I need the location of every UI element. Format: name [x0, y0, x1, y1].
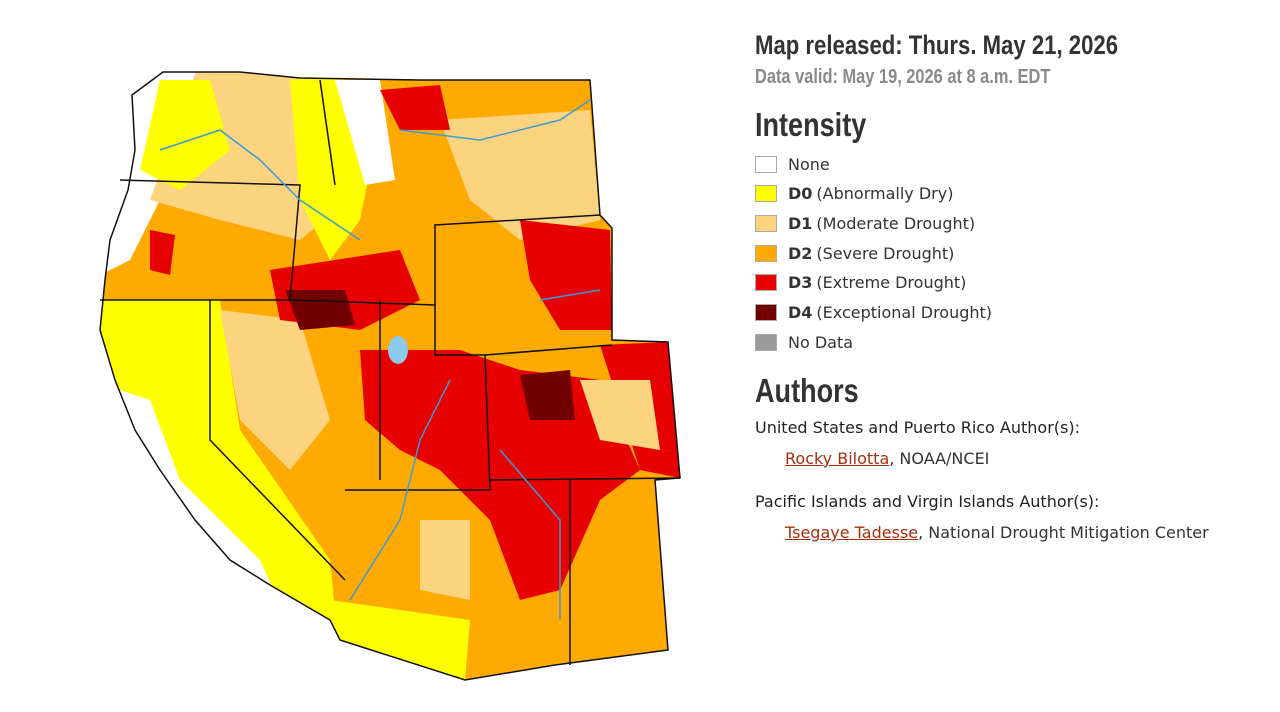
author-link[interactable]: Tsegaye Tadesse	[785, 523, 919, 542]
legend-item: D3 (Extreme Drought)	[755, 272, 966, 294]
legend-label: (Moderate Drought)	[816, 213, 976, 233]
legend-swatch	[755, 185, 777, 203]
legend-code: D0	[788, 184, 813, 204]
author-link[interactable]: Rocky Bilotta	[785, 449, 890, 468]
legend-swatch	[755, 214, 777, 232]
legend-label: (Abnormally Dry)	[816, 184, 954, 204]
legend-item: D2 (Severe Drought)	[755, 242, 954, 264]
drought-areas	[100, 72, 680, 680]
legend-code: D4	[788, 303, 813, 322]
author-line: Tsegaye Tadesse, National Drought Mitiga…	[785, 523, 1209, 542]
legend-label: (Exceptional Drought)	[816, 303, 993, 322]
legend-code: D2	[788, 243, 813, 263]
legend-swatch	[755, 244, 777, 262]
legend-swatch	[755, 274, 777, 292]
legend-code: No Data	[788, 332, 854, 352]
legend-item: D4 (Exceptional Drought)	[755, 302, 992, 324]
legend-code: D1	[788, 213, 813, 233]
intensity-title: Intensity	[755, 106, 867, 143]
author-heading: United States and Puerto Rico Author(s):	[755, 418, 1081, 437]
legend-item: No Data	[755, 331, 853, 353]
author-org: , National Drought Mitigation Center	[918, 523, 1209, 542]
great-salt-lake	[388, 336, 408, 364]
legend-code: D3	[788, 273, 813, 293]
legend-swatch	[755, 333, 777, 351]
legend-item: D1 (Moderate Drought)	[755, 212, 975, 234]
rivers	[159, 99, 601, 620]
legend-item: D0 (Abnormally Dry)	[755, 183, 953, 205]
map-released: Map released: Thurs. May 21, 2026	[755, 30, 1119, 60]
drought-map	[99, 71, 681, 681]
legend-code: None	[788, 154, 830, 174]
authors-title: Authors	[755, 372, 859, 409]
legend-label: (Severe Drought)	[816, 243, 955, 263]
data-valid: Data valid: May 19, 2026 at 8 a.m. EDT	[755, 66, 1051, 88]
legend-swatch	[755, 304, 777, 321]
author-org: , NOAA/NCEI	[889, 449, 990, 468]
state-borders	[99, 71, 681, 681]
legend-item: None	[755, 153, 830, 175]
author-heading: Pacific Islands and Virgin Islands Autho…	[755, 492, 1100, 511]
legend-label: (Extreme Drought)	[816, 273, 967, 293]
author-line: Rocky Bilotta, NOAA/NCEI	[785, 449, 989, 468]
legend-swatch	[755, 155, 777, 173]
